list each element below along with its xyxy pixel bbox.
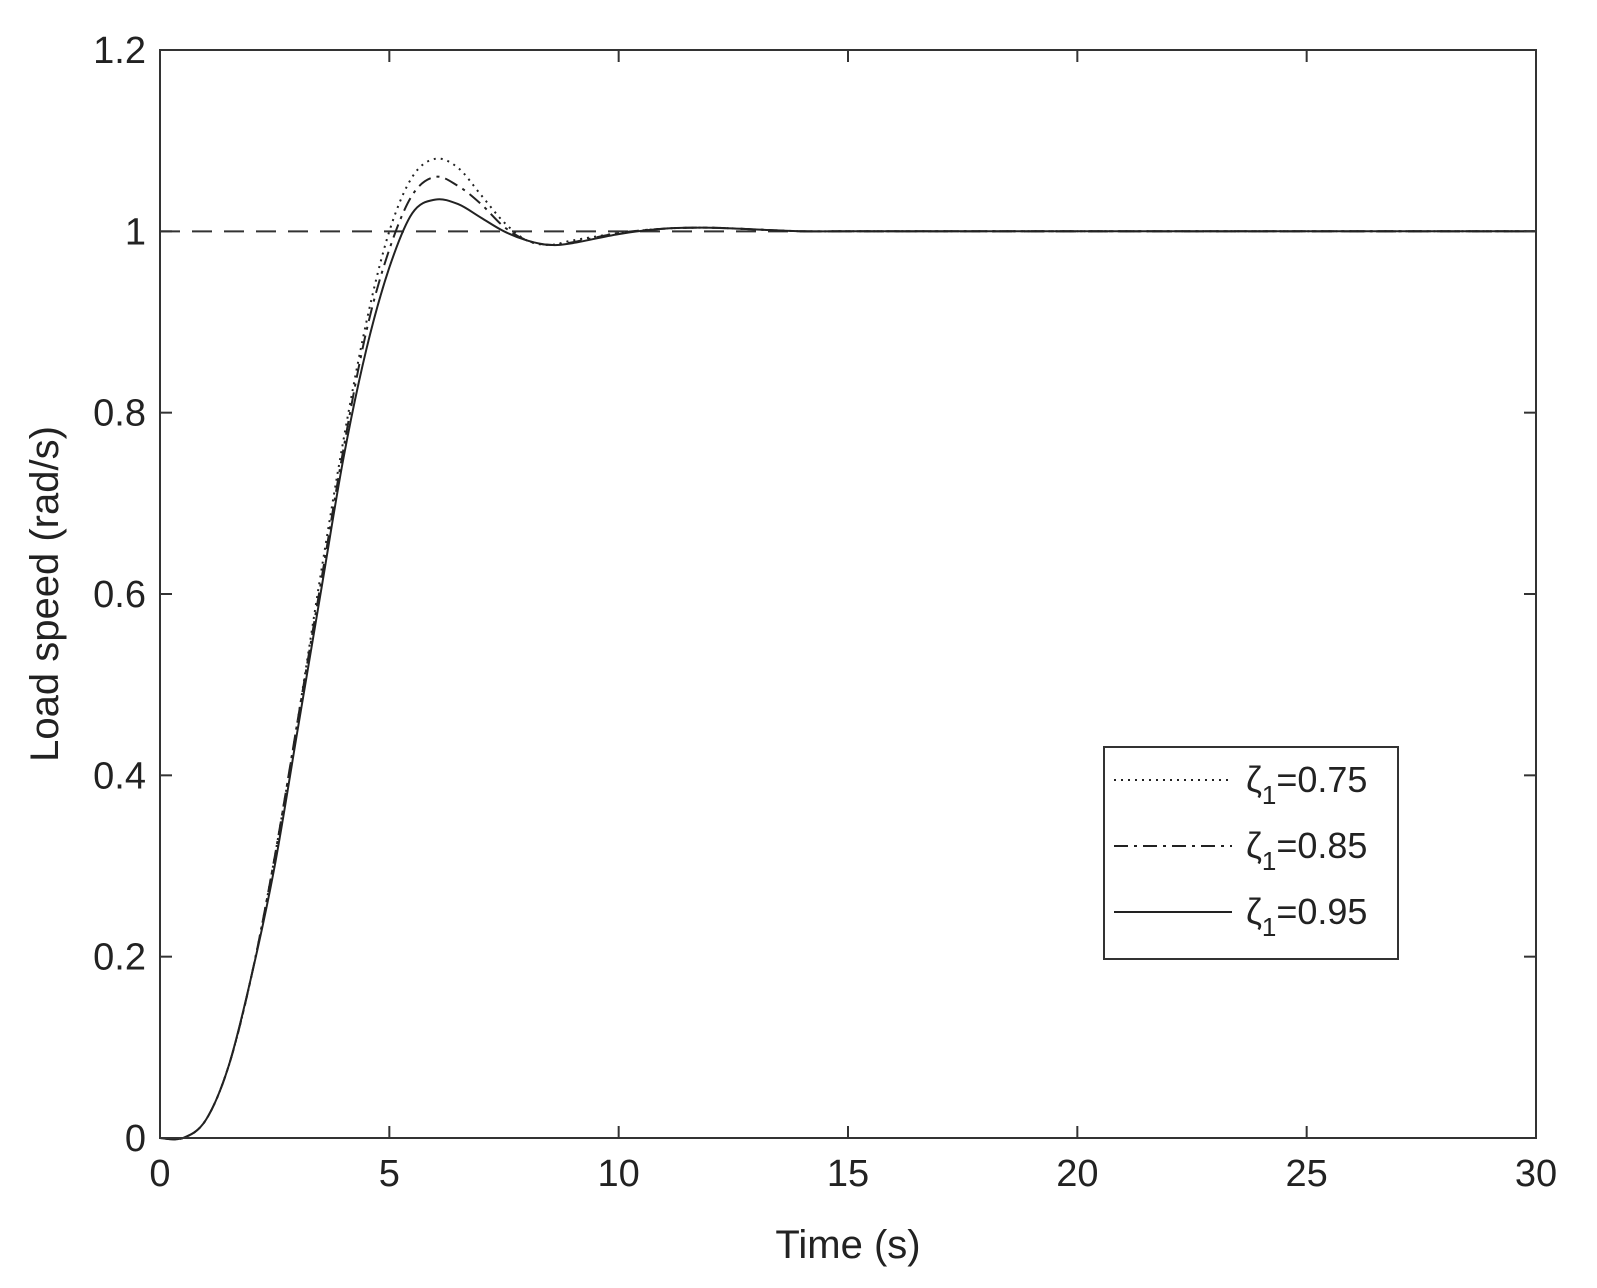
series-layer (159, 157, 1536, 1141)
x-tick-label: 30 (1515, 1153, 1557, 1195)
legend-symbol: ζ (1246, 759, 1262, 800)
y-tick-label: 0.8 (93, 393, 146, 435)
legend-label-3: ζ1=0.95 (1246, 891, 1367, 942)
legend-subscript: 1 (1262, 780, 1276, 810)
y-tick-label: 0.6 (93, 574, 146, 616)
legend-label-1: ζ1=0.75 (1246, 759, 1367, 810)
x-tick-label: 25 (1286, 1153, 1328, 1195)
x-tick-label: 10 (598, 1153, 640, 1195)
legend-subscript: 1 (1262, 912, 1276, 942)
y-axis-label: Load speed (rad/s) (23, 426, 67, 762)
x-tick-label: 20 (1056, 1153, 1098, 1195)
y-tick-label: 0.2 (93, 937, 146, 979)
legend-value: =0.95 (1276, 891, 1367, 932)
legend-subscript: 1 (1262, 846, 1276, 876)
x-axis-label: Time (s) (775, 1223, 920, 1267)
legend-symbol: ζ (1246, 825, 1262, 866)
legend-value: =0.85 (1276, 825, 1367, 866)
x-tick-label: 15 (827, 1153, 869, 1195)
y-tick-label: 1 (125, 211, 146, 253)
legend-label-2: ζ1=0.85 (1246, 825, 1367, 876)
legend-box (1103, 746, 1399, 960)
x-tick-label: 0 (149, 1153, 170, 1195)
x-tick-label: 5 (379, 1153, 400, 1195)
legend-symbol: ζ (1246, 891, 1262, 932)
ticks-layer: 0 5 10 15 20 25 30 0 0.2 0.4 0.6 0.8 1 1.2 (93, 30, 1557, 1195)
legend-value: =0.75 (1276, 759, 1367, 800)
y-tick-label: 0 (125, 1118, 146, 1160)
y-tick-label: 0.4 (93, 755, 146, 797)
series-line-3 (159, 198, 1536, 1141)
y-tick-label: 1.2 (93, 30, 146, 72)
